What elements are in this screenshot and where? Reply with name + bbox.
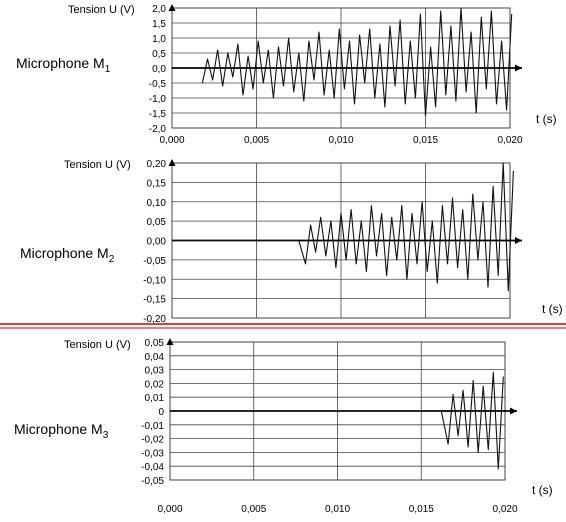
y-tick-label: 0,00: [147, 237, 167, 248]
x-tick-label: 0,005: [244, 135, 269, 146]
y-axis-label: Tension U (V): [64, 159, 131, 171]
y-tick-label: 0,5: [152, 49, 166, 60]
x-tick-label: 0,000: [159, 135, 184, 146]
y-tick-label: -0,04: [141, 462, 164, 473]
y-tick-label: 0: [158, 407, 164, 418]
voltage-axis-arrow: [168, 159, 176, 166]
time-axis-arrow: [515, 64, 522, 72]
y-tick-label: 0,15: [147, 178, 167, 189]
voltage-axis-arrow: [168, 4, 176, 11]
y-tick-label: 1,5: [152, 19, 166, 30]
signal-line: [172, 162, 514, 292]
chart-panel-m1: Tension U (V) Microphone M1 t (s) 2,0 1,5…: [16, 4, 557, 146]
y-tick-label: 0,05: [145, 338, 165, 349]
x-tick-label: 0,010: [328, 135, 353, 146]
y-tick-label: 0,03: [145, 366, 165, 377]
x-axis-label: t (s): [536, 112, 557, 126]
y-tick-label: 0,10: [147, 198, 167, 209]
x-tick-label: 0,000: [157, 504, 182, 515]
x-tick-label: 0,020: [492, 504, 517, 515]
y-tick-label: 0,0: [152, 64, 166, 75]
y-tick-label: -0,10: [143, 275, 166, 286]
time-axis-arrow: [510, 407, 517, 415]
y-tick-label: -0,03: [141, 448, 164, 459]
voltage-axis-arrow: [166, 338, 174, 345]
y-tick-label: -0,02: [141, 435, 164, 446]
x-axis-label: t (s): [542, 302, 563, 316]
y-tick-label: 0,20: [147, 159, 167, 170]
y-tick-label: 1,0: [152, 34, 166, 45]
y-axis-label: Tension U (V): [68, 4, 135, 16]
y-tick-label: 0,01: [145, 393, 165, 404]
y-tick-label: -0,15: [143, 295, 166, 306]
x-tick-label: 0,015: [413, 135, 438, 146]
chart-panel-m2: Tension U (V) Microphone M2 t (s) 0,20 0,…: [20, 159, 563, 325]
y-tick-label: -1,5: [149, 109, 167, 120]
y-tick-label: 0,05: [147, 217, 167, 228]
signal-line: [170, 371, 504, 470]
series-label: Microphone M3: [14, 421, 109, 441]
x-tick-label: 0,010: [325, 504, 350, 515]
y-tick-label: 0,02: [145, 379, 165, 390]
series-label: Microphone M1: [16, 55, 111, 75]
x-axis-label: t (s): [532, 483, 553, 497]
series-label: Microphone M2: [20, 245, 115, 265]
y-tick-label: -1,0: [149, 94, 167, 105]
chart-panel-m3: Tension U (V) Microphone M3 t (s) 0,05 0,…: [14, 338, 553, 515]
x-tick-label: 0,015: [409, 504, 434, 515]
y-tick-label: -0,05: [141, 476, 164, 487]
x-tick-label: 0,020: [497, 135, 522, 146]
signal-line: [201, 7, 513, 117]
y-tick-label: 0,04: [145, 352, 165, 363]
y-tick-label: 2,0: [152, 4, 166, 15]
time-axis-arrow: [515, 237, 522, 244]
x-tick-label: 0,005: [241, 504, 266, 515]
y-tick-label: -0,20: [143, 314, 166, 325]
y-axis-label: Tension U (V): [64, 339, 131, 351]
y-tick-label: -2,0: [149, 124, 167, 135]
y-tick-label: -0,05: [143, 256, 166, 267]
y-tick-label: -0,5: [149, 79, 167, 90]
y-tick-label: -0,01: [141, 421, 164, 432]
